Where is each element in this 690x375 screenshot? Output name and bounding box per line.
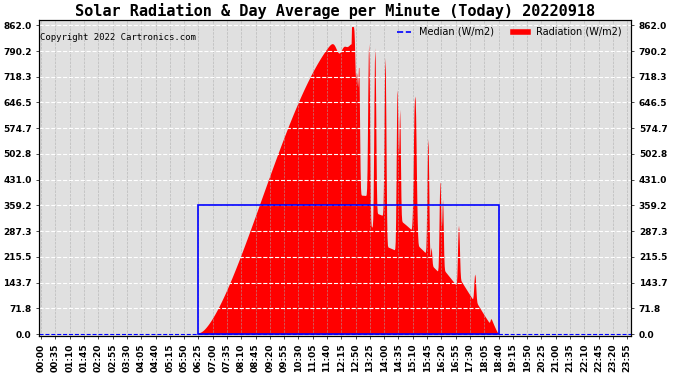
Title: Solar Radiation & Day Average per Minute (Today) 20220918: Solar Radiation & Day Average per Minute… bbox=[75, 3, 595, 19]
Bar bbox=[199, 206, 498, 334]
Text: Copyright 2022 Cartronics.com: Copyright 2022 Cartronics.com bbox=[40, 33, 196, 42]
Legend: Median (W/m2), Radiation (W/m2): Median (W/m2), Radiation (W/m2) bbox=[393, 23, 625, 41]
